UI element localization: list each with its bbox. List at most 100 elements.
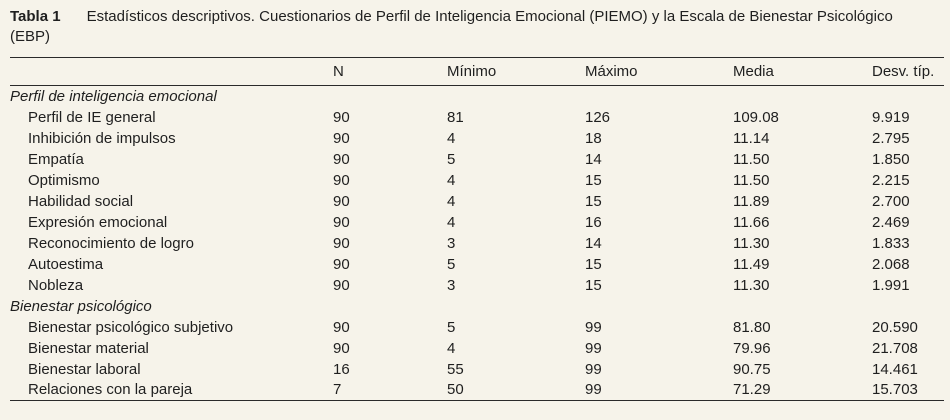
- cell-value: 15: [585, 255, 602, 273]
- cell-value: 3: [447, 234, 456, 252]
- cell-value: 90: [333, 129, 350, 147]
- row-label: Bienestar material: [28, 339, 149, 357]
- cell-value: 15.703: [872, 381, 918, 399]
- cell-value: 99: [585, 381, 602, 399]
- cell-value: 2.469: [872, 213, 910, 231]
- cell-value: 21.708: [872, 339, 918, 357]
- cell-value: 14: [585, 150, 602, 168]
- cell-value: 11.66: [733, 213, 770, 231]
- section-label: Bienestar psicológico: [10, 297, 152, 315]
- cell-value: 1.850: [872, 150, 910, 168]
- cell-value: 90: [333, 255, 350, 273]
- cell-value: 79.96: [733, 339, 771, 357]
- cell-value: 126: [585, 108, 611, 126]
- cell-value: 4: [447, 192, 456, 210]
- cell-value: 71.29: [733, 381, 771, 399]
- cell-value: 16: [333, 360, 350, 378]
- row-label: Expresión emocional: [28, 213, 168, 231]
- table-row: Bienestar psicológico subjetivo 90 5 99 81.8…: [10, 317, 944, 338]
- cell-value: 11.50: [733, 150, 770, 168]
- cell-value: 1.833: [872, 234, 910, 252]
- cell-value: 1.991: [872, 276, 910, 294]
- row-label-column-header: [10, 57, 333, 86]
- column-header-minimo: Mínimo: [447, 57, 585, 86]
- cell-value: 99: [585, 360, 602, 378]
- cell-value: 90: [333, 171, 350, 189]
- row-label: Reconocimiento de logro: [28, 234, 194, 252]
- row-label: Inhibición de impulsos: [28, 129, 176, 147]
- cell-value: 90: [333, 150, 350, 168]
- table-row: Relaciones con la pareja 7 50 99 71.29 15.703: [10, 380, 944, 401]
- descriptive-statistics-table: N Mínimo Máximo Media Desv. típ. Perfil …: [10, 57, 944, 401]
- table-row: Reconocimiento de logro 90 3 14 11.30 1.833: [10, 233, 944, 254]
- cell-value: 11.50: [733, 171, 770, 189]
- table-caption: Tabla 1 Estadísticos descriptivos. Cuesti…: [10, 7, 940, 47]
- cell-value: 99: [585, 339, 602, 357]
- table-row: Perfil de IE general 90 81 126 109.08 9.919: [10, 107, 944, 128]
- cell-value: 18: [585, 129, 602, 147]
- row-label: Relaciones con la pareja: [28, 381, 193, 399]
- column-header-media: Media: [733, 57, 872, 86]
- cell-value: 90: [333, 276, 350, 294]
- cell-value: 81: [447, 108, 464, 126]
- section-header-row: Perfil de inteligencia emocional: [10, 86, 944, 107]
- cell-value: 90.75: [733, 360, 771, 378]
- table-row: Habilidad social 90 4 15 11.89 2.700: [10, 191, 944, 212]
- cell-value: 11.30: [733, 234, 770, 252]
- cell-value: 81.80: [733, 318, 771, 336]
- cell-value: 2.068: [872, 255, 910, 273]
- cell-value: 109.08: [733, 108, 779, 126]
- cell-value: 3: [447, 276, 456, 294]
- cell-value: 15: [585, 276, 602, 294]
- column-header-n: N: [333, 57, 447, 86]
- cell-value: 5: [447, 255, 456, 273]
- row-label: Empatía: [28, 150, 84, 168]
- table-row: Inhibición de impulsos 90 4 18 11.14 2.795: [10, 128, 944, 149]
- row-label: Bienestar psicológico subjetivo: [28, 318, 234, 336]
- cell-value: 4: [447, 129, 456, 147]
- cell-value: 50: [447, 381, 464, 399]
- cell-value: 90: [333, 339, 350, 357]
- cell-value: 4: [447, 213, 456, 231]
- cell-value: 15: [585, 171, 602, 189]
- cell-value: 11.14: [733, 129, 770, 147]
- row-label: Bienestar laboral: [28, 360, 141, 378]
- cell-value: 16: [585, 213, 602, 231]
- cell-value: 14.461: [872, 360, 918, 378]
- cell-value: 2.700: [872, 192, 910, 210]
- cell-value: 99: [585, 318, 602, 336]
- cell-value: 90: [333, 108, 350, 126]
- cell-value: 11.89: [733, 192, 770, 210]
- table-caption-number: Tabla 1: [10, 8, 61, 25]
- table-row: Expresión emocional 90 4 16 11.66 2.469: [10, 212, 944, 233]
- row-label: Habilidad social: [28, 192, 134, 210]
- cell-value: 90: [333, 192, 350, 210]
- table-row: Empatía 90 5 14 11.50 1.850: [10, 149, 944, 170]
- row-label: Perfil de IE general: [28, 108, 156, 126]
- cell-value: 14: [585, 234, 602, 252]
- cell-value: 9.919: [872, 108, 910, 126]
- cell-value: 4: [447, 171, 456, 189]
- table-row: Optimismo 90 4 15 11.50 2.215: [10, 170, 944, 191]
- table-caption-text-line1: Estadísticos descriptivos. Cuestionarios…: [86, 8, 893, 25]
- cell-value: 55: [447, 360, 464, 378]
- row-label: Autoestima: [28, 255, 104, 273]
- header-row: N Mínimo Máximo Media Desv. típ.: [10, 57, 944, 86]
- cell-value: 11.30: [733, 276, 770, 294]
- cell-value: 2.215: [872, 171, 910, 189]
- cell-value: 90: [333, 318, 350, 336]
- cell-value: 20.590: [872, 318, 918, 336]
- cell-value: 2.795: [872, 129, 910, 147]
- section-header-row: Bienestar psicológico: [10, 296, 944, 317]
- row-label: Optimismo: [28, 171, 100, 189]
- table-row: Bienestar material 90 4 99 79.96 21.708: [10, 338, 944, 359]
- table-row: Bienestar laboral 16 55 99 90.75 14.461: [10, 359, 944, 380]
- cell-value: 11.49: [733, 255, 770, 273]
- row-label: Nobleza: [28, 276, 84, 294]
- table-row: Autoestima 90 5 15 11.49 2.068: [10, 254, 944, 275]
- cell-value: 90: [333, 213, 350, 231]
- column-header-desv-tip: Desv. típ.: [872, 57, 944, 86]
- cell-value: 15: [585, 192, 602, 210]
- cell-value: 5: [447, 150, 456, 168]
